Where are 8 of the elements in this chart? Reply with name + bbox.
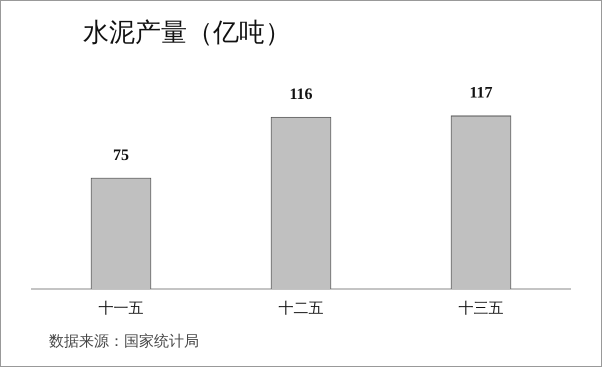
data-label: 116 xyxy=(289,86,313,104)
x-tick-label: 十一五 xyxy=(98,300,144,318)
source-note: 数据来源：国家统计局 xyxy=(49,332,199,351)
data-label: 117 xyxy=(469,84,493,102)
chart-title: 水泥产量（亿吨） xyxy=(83,17,291,50)
x-tick-label: 十二五 xyxy=(278,300,324,318)
data-label: 75 xyxy=(113,146,129,164)
x-tick-label: 十三五 xyxy=(458,300,504,318)
